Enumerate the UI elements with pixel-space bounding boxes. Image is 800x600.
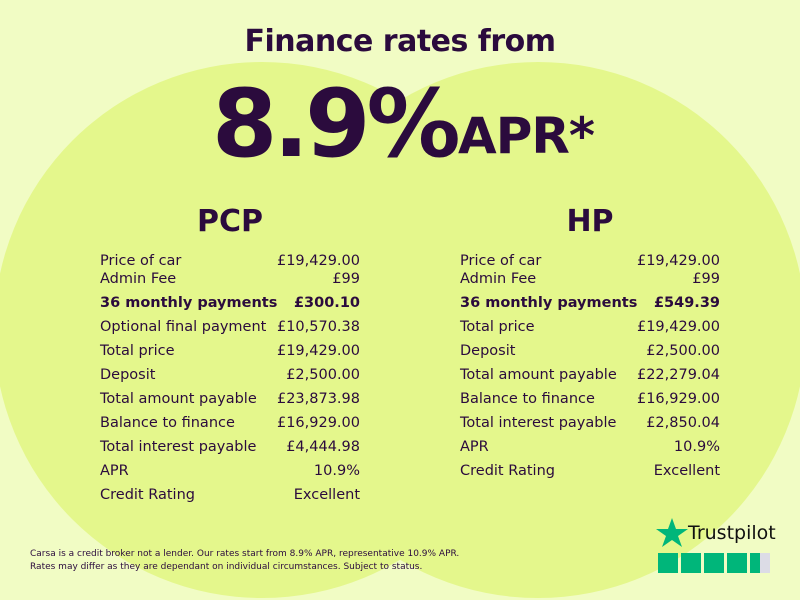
row-label: Total amount payable bbox=[460, 367, 617, 383]
row-value: £549.39 bbox=[653, 295, 720, 311]
footnote: Rates may differ as they are dependant o… bbox=[30, 562, 423, 572]
table-row: Total amount payable £23,873.98 bbox=[100, 391, 360, 411]
row-label: 36 monthly payments bbox=[100, 295, 278, 311]
row-value: 10.9% bbox=[673, 439, 720, 455]
row-value: £23,873.98 bbox=[276, 391, 360, 407]
table-row: Admin Fee £99 bbox=[100, 271, 360, 291]
row-value: £16,929.00 bbox=[276, 415, 360, 431]
table-row: APR 10.9% bbox=[100, 463, 360, 483]
table-row: Credit Rating Excellent bbox=[100, 487, 360, 507]
row-value: £99 bbox=[332, 271, 360, 287]
column-title: PCP bbox=[197, 204, 263, 239]
row-label: Balance to finance bbox=[100, 415, 235, 431]
circle bbox=[270, 62, 800, 598]
row-value: £99 bbox=[692, 271, 720, 287]
table-row: Deposit £2,500.00 bbox=[100, 367, 360, 387]
row-value: £2,500.00 bbox=[286, 367, 360, 383]
row-label: Price of car bbox=[100, 253, 182, 269]
row-label: Total interest payable bbox=[100, 439, 257, 455]
row-label: Credit Rating bbox=[100, 487, 195, 503]
footnote: Carsa is a credit broker not a lender. O… bbox=[30, 549, 460, 559]
row-label: Price of car bbox=[460, 253, 542, 269]
row-value: £10,570.38 bbox=[276, 319, 360, 335]
table-row: Optional final payment £10,570.38 bbox=[100, 319, 360, 339]
row-value: £19,429.00 bbox=[276, 343, 360, 359]
rating-stars bbox=[658, 553, 770, 573]
row-label: Deposit bbox=[460, 343, 516, 359]
table-row: APR 10.9% bbox=[460, 439, 720, 459]
table-row: Total interest payable £4,444.98 bbox=[100, 439, 360, 459]
table-row: Price of car £19,429.00 bbox=[100, 253, 360, 273]
table-row: Total price £19,429.00 bbox=[100, 343, 360, 363]
table-row: Total interest payable £2,850.04 bbox=[460, 415, 720, 435]
rate-suffix: APR* bbox=[458, 107, 595, 165]
row-value: £300.10 bbox=[293, 295, 360, 311]
row-value: £2,500.00 bbox=[646, 343, 720, 359]
row-label: APR bbox=[460, 439, 489, 455]
row-label: Credit Rating bbox=[460, 463, 555, 479]
row-value: £19,429.00 bbox=[636, 253, 720, 269]
row-label: Total price bbox=[100, 343, 175, 359]
row-value: £22,279.04 bbox=[636, 367, 720, 383]
table-row: Credit Rating Excellent bbox=[460, 463, 720, 483]
trustpilot-logo: Trustpilot bbox=[688, 522, 776, 544]
trustpilot-star bbox=[656, 518, 688, 547]
table-row: Total price £19,429.00 bbox=[460, 319, 720, 339]
column-title: HP bbox=[566, 204, 614, 239]
row-value: Excellent bbox=[653, 463, 720, 479]
row-label: APR bbox=[100, 463, 129, 479]
row-label: Total interest payable bbox=[460, 415, 617, 431]
table-row: 36 monthly payments £300.10 bbox=[100, 295, 360, 315]
row-value: £16,929.00 bbox=[636, 391, 720, 407]
row-value: Excellent bbox=[293, 487, 360, 503]
table-row: 36 monthly payments £549.39 bbox=[460, 295, 720, 315]
row-label: Optional final payment bbox=[100, 319, 267, 335]
table-row: Deposit £2,500.00 bbox=[460, 343, 720, 363]
table-row: Balance to finance £16,929.00 bbox=[460, 391, 720, 411]
table-row: Total amount payable £22,279.04 bbox=[460, 367, 720, 387]
title: Finance rates from bbox=[244, 24, 556, 59]
row-label: Balance to finance bbox=[460, 391, 595, 407]
table-row: Admin Fee £99 bbox=[460, 271, 720, 291]
row-label: 36 monthly payments bbox=[460, 295, 638, 311]
row-value: £19,429.00 bbox=[636, 319, 720, 335]
row-label: Admin Fee bbox=[460, 271, 537, 287]
row-label: Deposit bbox=[100, 367, 156, 383]
table-row: Price of car £19,429.00 bbox=[460, 253, 720, 273]
table-row: Balance to finance £16,929.00 bbox=[100, 415, 360, 435]
row-value: £4,444.98 bbox=[286, 439, 360, 455]
row-label: Total amount payable bbox=[100, 391, 257, 407]
row-value: £19,429.00 bbox=[276, 253, 360, 269]
row-label: Total price bbox=[460, 319, 535, 335]
rate: 8.9% bbox=[212, 70, 461, 179]
row-label: Admin Fee bbox=[100, 271, 177, 287]
row-value: £2,850.04 bbox=[646, 415, 720, 431]
row-value: 10.9% bbox=[313, 463, 360, 479]
